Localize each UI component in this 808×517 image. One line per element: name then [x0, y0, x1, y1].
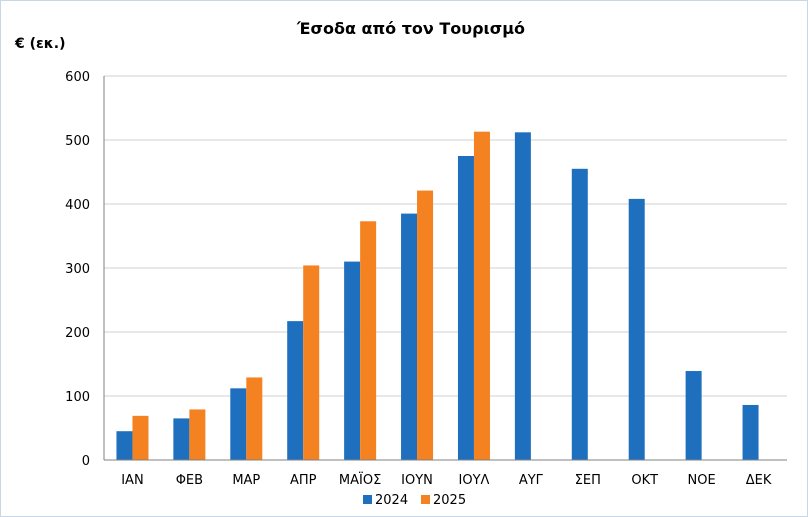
- bar-2024-1: [173, 418, 190, 460]
- bar-2024-10: [685, 371, 702, 460]
- bar-2024-8: [571, 168, 588, 461]
- chart-title: Έσοδα από τον Τουρισμό: [296, 19, 525, 38]
- x-tick-label: ΜΑΪΟΣ: [339, 472, 381, 488]
- bar-2024-3: [287, 321, 304, 460]
- y-tick-label: 500: [65, 134, 90, 149]
- bar-2024-9: [628, 198, 645, 460]
- x-tick-label: ΑΥΓ: [519, 473, 544, 488]
- x-tick-label: ΦΕΒ: [176, 473, 203, 488]
- legend-label-2025: 2025: [433, 493, 466, 508]
- legend-swatch-2025: [421, 495, 430, 504]
- y-tick-label: 400: [65, 198, 90, 213]
- legend: 2024 2025: [363, 493, 466, 508]
- bar-2024-0: [116, 431, 133, 460]
- y-axis-label: € (εκ.): [14, 36, 65, 52]
- x-tick-label: ΣΕΠ: [575, 473, 601, 488]
- x-tick-label: ΑΠΡ: [290, 473, 317, 488]
- legend-label-2024: 2024: [375, 493, 408, 508]
- x-tick-label: ΙΑΝ: [121, 473, 143, 488]
- bar-2025-4: [360, 221, 377, 460]
- bar-2025-3: [303, 265, 320, 460]
- bar-2024-2: [230, 388, 247, 460]
- y-tick-label: 200: [65, 326, 90, 341]
- y-tick-label: 600: [65, 70, 90, 85]
- bar-2025-2: [246, 377, 263, 460]
- x-tick-label: ΙΟΥΛ: [459, 473, 490, 488]
- bar-2025-0: [132, 415, 149, 460]
- bar-2025-5: [417, 190, 434, 460]
- bar-2025-1: [189, 409, 206, 460]
- bar-2025-6: [473, 131, 490, 460]
- bar-2024-6: [457, 156, 474, 460]
- bar-2024-5: [401, 213, 418, 460]
- bars: [116, 131, 759, 461]
- bar-2024-4: [344, 261, 361, 460]
- x-tick-label: ΜΑΡ: [232, 473, 260, 488]
- y-tick-label: 100: [65, 390, 90, 405]
- legend-swatch-2024: [363, 495, 372, 504]
- x-tick-label: ΝΟΕ: [688, 473, 716, 488]
- bar-2024-11: [742, 404, 759, 460]
- x-tick-label: ΙΟΥΝ: [401, 473, 433, 488]
- axes: [103, 76, 787, 461]
- bar-2024-7: [514, 132, 531, 460]
- y-tick-labels: 0 100 200 300 400 500 600: [65, 70, 90, 469]
- y-tick-label: 0: [82, 454, 90, 469]
- x-tick-label: ΟΚΤ: [631, 473, 658, 488]
- x-tick-labels: ΙΑΝ ΦΕΒ ΜΑΡ ΑΠΡ ΜΑΪΟΣ ΙΟΥΝ ΙΟΥΛ ΑΥΓ ΣΕΠ ΟΚΤ ΝΟΕ ΔΕΚ: [121, 472, 772, 488]
- x-tick-label: ΔΕΚ: [746, 473, 772, 488]
- y-tick-label: 300: [65, 262, 90, 277]
- gridlines: [104, 75, 787, 397]
